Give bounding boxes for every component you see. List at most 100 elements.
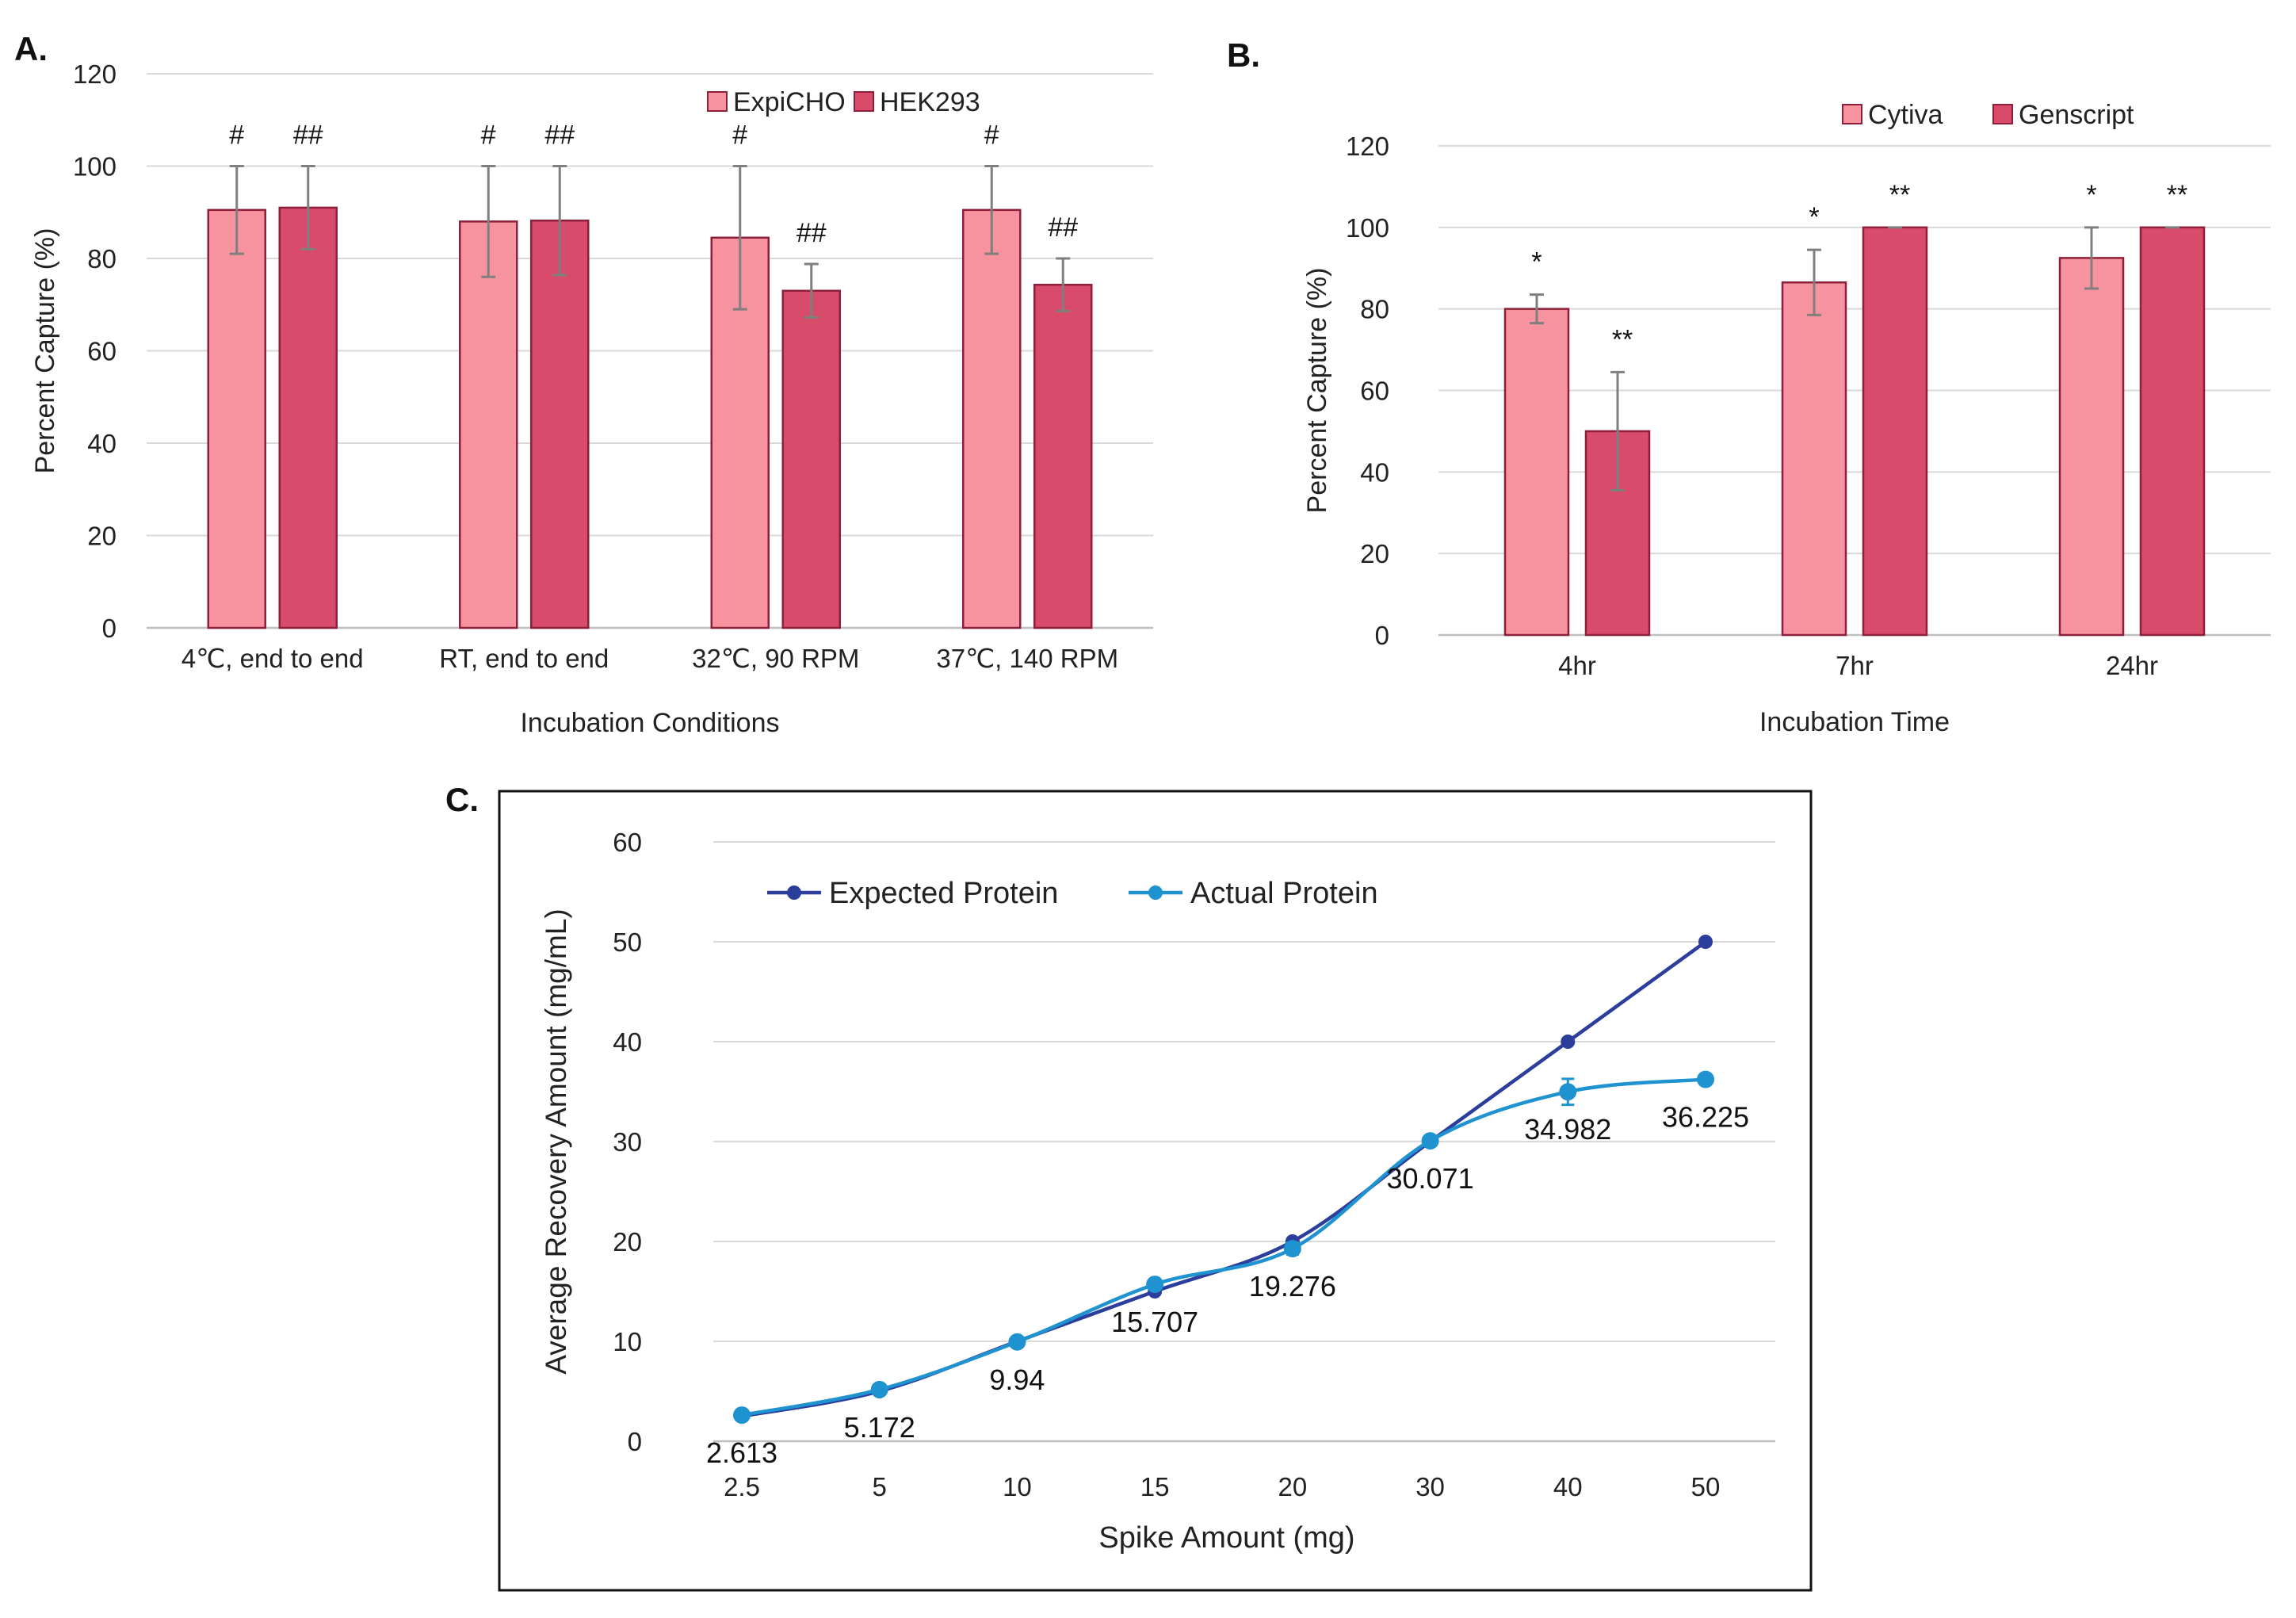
data-label: 15.707	[1111, 1306, 1198, 1338]
legend-swatch	[854, 91, 874, 112]
y-tick-label: 0	[102, 614, 117, 643]
x-category-label: RT, end to end	[439, 644, 609, 673]
significance-marker: #	[984, 120, 999, 151]
y-tick-label: 20	[613, 1227, 642, 1257]
data-label: 9.94	[989, 1364, 1045, 1396]
significance-marker: #	[732, 120, 747, 151]
y-axis-title: Average Recovery Amount (mg/mL)	[540, 908, 572, 1374]
bar-genscript	[2139, 226, 2206, 637]
legend-label: Cytiva	[1868, 100, 1943, 130]
significance-marker: **	[1889, 180, 1910, 210]
bar-hek293	[1033, 283, 1093, 629]
x-axis-title: Spike Amount (mg)	[1098, 1521, 1354, 1555]
panel-label: C.	[445, 781, 479, 818]
data-point	[1559, 1083, 1577, 1101]
x-tick-label: 20	[1278, 1472, 1307, 1501]
y-tick-label: 0	[1375, 621, 1389, 650]
y-tick-label: 20	[1360, 539, 1389, 568]
significance-marker: ##	[293, 120, 323, 151]
y-tick-label: 120	[73, 59, 117, 89]
legend-label: Expected Protein	[829, 877, 1058, 910]
y-axis-title: Percent Capture (%)	[30, 228, 60, 474]
y-tick-label: 30	[613, 1127, 642, 1157]
y-tick-label: 100	[1346, 213, 1389, 243]
data-label: 5.172	[844, 1411, 915, 1444]
y-axis-title: Percent Capture (%)	[1302, 268, 1332, 514]
bar-cytiva	[1503, 308, 1570, 637]
x-tick-label: 15	[1140, 1472, 1170, 1501]
panel-c-chart: C. 0 10 20 30 40 50 60 2.5 5 10 15 20 30 40 50 2.613 5.17…	[445, 781, 1775, 1555]
panel-c-border	[498, 790, 1813, 1592]
data-point	[1697, 1070, 1714, 1088]
legend-label: ExpiCHO	[733, 87, 846, 117]
x-category-label: 4℃, end to end	[181, 644, 364, 673]
y-tick-label: 100	[73, 152, 117, 182]
series-line-expected-protein	[741, 940, 1707, 1418]
x-category-label: 32℃, 90 RPM	[692, 644, 859, 673]
x-tick-label: 30	[1415, 1472, 1445, 1501]
y-tick-label: 120	[1346, 132, 1389, 161]
y-tick-label: 60	[1360, 377, 1389, 406]
significance-marker: #	[481, 120, 496, 151]
legend-swatch	[1842, 104, 1862, 124]
bar-hek293	[278, 206, 338, 629]
bar-hek293	[530, 219, 590, 629]
legend-label: Genscript	[2019, 100, 2134, 130]
legend-marker	[1148, 886, 1163, 900]
legend-marker	[787, 886, 801, 900]
y-tick-label: 60	[613, 828, 642, 857]
legend-swatch	[1992, 104, 2013, 124]
data-point	[1561, 1035, 1576, 1049]
y-tick-label: 40	[87, 429, 117, 458]
x-axis-title: Incubation Conditions	[520, 708, 779, 738]
x-tick-label: 40	[1553, 1472, 1583, 1501]
y-tick-label: 40	[1360, 457, 1389, 487]
x-tick-label: 2.5	[724, 1472, 760, 1501]
y-tick-label: 80	[87, 244, 117, 273]
x-tick-label: 50	[1691, 1472, 1721, 1501]
significance-marker: ##	[544, 120, 575, 151]
data-point	[1421, 1132, 1439, 1150]
significance-marker: *	[1809, 202, 1819, 232]
bar-expicho	[207, 208, 266, 629]
legend-swatch	[707, 91, 728, 112]
y-tick-label: 20	[87, 522, 117, 551]
x-axis-title: Incubation Time	[1759, 707, 1950, 737]
significance-marker: *	[2086, 180, 2096, 210]
x-category-label: 4hr	[1558, 651, 1596, 680]
y-tick-label: 60	[87, 337, 117, 366]
data-point	[870, 1380, 888, 1398]
y-tick-label: 40	[613, 1027, 642, 1057]
data-point	[1698, 935, 1713, 949]
y-tick-label: 50	[613, 928, 642, 957]
data-point	[1146, 1276, 1164, 1294]
legend-label: Actual Protein	[1190, 877, 1378, 910]
data-label: 34.982	[1524, 1113, 1611, 1146]
bar-cytiva	[1781, 281, 1847, 637]
x-category-label: 24hr	[2106, 651, 2158, 680]
x-tick-label: 10	[1003, 1472, 1032, 1501]
bar-expicho	[962, 208, 1022, 629]
bar-genscript	[1862, 226, 1928, 637]
bar-expicho	[459, 220, 518, 629]
significance-marker: ##	[797, 218, 827, 248]
panel-label: B.	[1227, 36, 1260, 74]
y-tick-label: 10	[613, 1327, 642, 1356]
bar-hek293	[781, 289, 841, 629]
data-point	[733, 1406, 751, 1425]
data-label: 19.276	[1249, 1270, 1336, 1302]
y-tick-label: 0	[628, 1427, 642, 1456]
significance-marker: **	[1612, 324, 1633, 354]
x-category-label: 7hr	[1836, 651, 1874, 680]
legend-label: HEK293	[880, 87, 980, 117]
x-category-label: 37℃, 140 RPM	[936, 644, 1118, 673]
significance-marker: **	[2167, 180, 2187, 210]
panel-label: A.	[14, 30, 48, 67]
significance-marker: #	[229, 120, 244, 151]
y-tick-label: 80	[1360, 295, 1389, 324]
data-point	[1008, 1333, 1026, 1351]
series-line-actual-protein	[741, 1077, 1706, 1417]
